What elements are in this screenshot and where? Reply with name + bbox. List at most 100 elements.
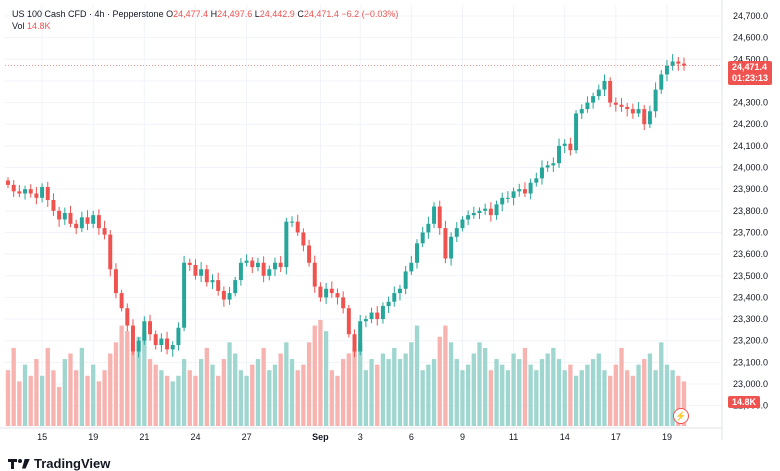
price-tick-label: 24,300.0 — [733, 98, 768, 108]
volume-bar — [323, 331, 329, 426]
volume-bar — [392, 347, 397, 426]
candle-body — [341, 297, 346, 309]
volume-bar — [596, 353, 601, 426]
volume-bar — [375, 364, 380, 426]
volume-bar — [511, 353, 516, 426]
volume-bar — [153, 364, 158, 426]
candle-body — [562, 143, 567, 146]
volume-bar — [517, 359, 522, 426]
volume-bar — [607, 375, 613, 426]
candle-body — [295, 221, 300, 233]
volume-bar — [34, 359, 39, 426]
symbol-title[interactable]: US 100 Cash CFD · 4h · Pepperstone — [12, 9, 164, 19]
price-tick-label: 23,200.0 — [733, 336, 768, 346]
volume-bar — [181, 359, 187, 426]
price-tick-label: 23,800.0 — [733, 206, 768, 216]
close-label: C — [297, 9, 304, 19]
candle-body — [483, 208, 488, 211]
candle-body — [375, 312, 380, 320]
time-axis[interactable]: 15 19 21 24 27 Sep 3 6 9 11 14 17 19 — [37, 432, 672, 442]
volume-bar — [335, 375, 340, 426]
candle-body — [57, 210, 62, 220]
time-tick-label: 19 — [662, 432, 672, 442]
candle-body — [346, 308, 351, 335]
price-tick-label: 23,400.0 — [733, 292, 768, 302]
candle-body — [574, 113, 579, 151]
candle-body — [85, 217, 90, 224]
candle-body — [443, 228, 448, 259]
volume-bar — [295, 370, 300, 426]
candle-body — [466, 215, 471, 220]
candle-body — [517, 189, 522, 192]
candle-body — [579, 109, 584, 114]
volume-bar — [397, 359, 403, 426]
candle-body — [153, 334, 158, 346]
volume-bar — [261, 347, 266, 426]
candle-body — [233, 280, 238, 294]
volume-bar — [505, 370, 511, 426]
volume-bar — [227, 342, 232, 426]
volume-bar — [403, 353, 408, 426]
price-tick-label: 23,000.0 — [733, 379, 768, 389]
low-label: L — [254, 9, 260, 19]
candle-body — [284, 221, 289, 268]
candle-body — [273, 262, 277, 270]
volume-bar — [187, 370, 192, 426]
candle-body — [165, 338, 170, 350]
candle-body — [619, 104, 624, 107]
candle-body — [28, 189, 33, 194]
candle-body — [352, 334, 357, 352]
volume-bar — [534, 370, 539, 426]
volume-label[interactable]: Vol — [12, 21, 25, 31]
candle-body — [653, 89, 658, 112]
volume-bar — [284, 342, 289, 426]
volume-bar — [545, 353, 550, 426]
volume-bar — [386, 359, 391, 426]
candle-body — [335, 293, 340, 298]
volume-bar — [210, 364, 215, 426]
volume-bar — [346, 353, 351, 426]
high-value: 24,497.6 — [217, 9, 253, 19]
volume-bar — [522, 347, 528, 426]
candle-body — [494, 204, 499, 216]
candle-body — [557, 145, 562, 164]
volume-bar — [306, 342, 312, 426]
time-tick-label: 3 — [358, 432, 363, 442]
time-tick-label: 17 — [611, 432, 621, 442]
volume-bar — [420, 370, 425, 426]
volume-bar — [465, 364, 471, 426]
time-tick-label: 19 — [88, 432, 98, 442]
candle-body — [170, 345, 175, 350]
candle-body — [119, 293, 124, 309]
candle-body — [403, 271, 408, 289]
volume-legend: Vol 14.8K — [12, 20, 51, 32]
candle-body — [261, 262, 266, 276]
candle-body — [34, 193, 39, 198]
candle-body — [125, 308, 130, 326]
candle-body — [68, 212, 73, 224]
volume-bar — [96, 381, 102, 426]
volume-bar — [85, 375, 90, 426]
volume-bar — [159, 370, 164, 426]
high-label: H — [210, 9, 218, 19]
price-axis[interactable]: 24,700.024,600.024,500.024,400.024,300.0… — [733, 11, 768, 411]
volume-bar — [551, 347, 556, 426]
candle-body — [193, 264, 198, 276]
candle-body — [630, 109, 635, 114]
volume-bar — [329, 370, 334, 426]
candle-body — [477, 210, 482, 213]
volume-bar — [17, 381, 22, 426]
volume-bar — [11, 347, 16, 426]
lightning-icon[interactable]: ⚡ — [673, 408, 689, 424]
candle-body — [79, 217, 84, 229]
volume-bar — [119, 325, 124, 426]
volume-bar — [267, 370, 272, 426]
candle-body — [608, 80, 613, 103]
price-tick-label: 23,500.0 — [733, 271, 768, 281]
candle-body — [488, 208, 493, 216]
candle-body — [290, 221, 295, 223]
tradingview-logo[interactable]: TradingView — [8, 456, 110, 471]
volume-bar — [500, 364, 505, 426]
volume-bar — [437, 336, 442, 426]
